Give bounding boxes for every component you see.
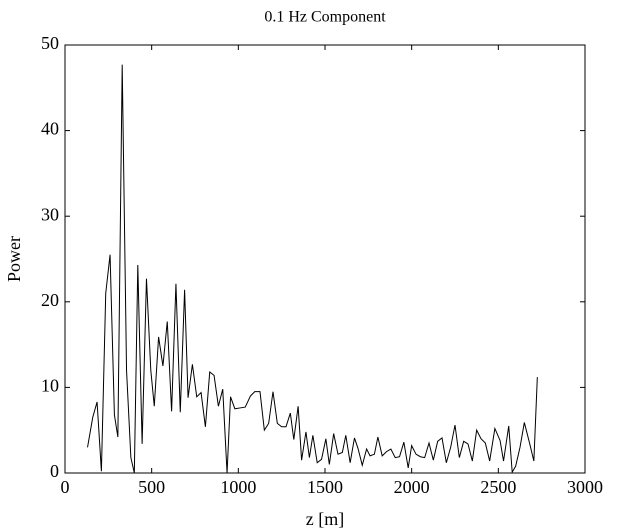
x-tick-label: 0 [61,477,70,497]
x-tick-label: 1500 [307,477,343,497]
x-axis-label: z [m] [306,509,344,529]
x-tick-label: 2500 [480,477,516,497]
x-tick-label: 3000 [567,477,603,497]
data-line [87,64,538,474]
x-tick-label: 1000 [220,477,256,497]
y-tick-label: 40 [41,119,59,139]
y-tick-label: 20 [41,290,59,310]
y-axis-label: Power [4,236,24,282]
y-tick-label: 10 [41,376,59,396]
y-tick-label: 50 [41,33,59,53]
y-tick-label: 0 [50,461,59,481]
x-tick-label: 500 [138,477,165,497]
chart-title: 0.1 Hz Component [264,9,386,26]
y-tick-label: 30 [41,204,59,224]
x-tick-label: 2000 [394,477,430,497]
